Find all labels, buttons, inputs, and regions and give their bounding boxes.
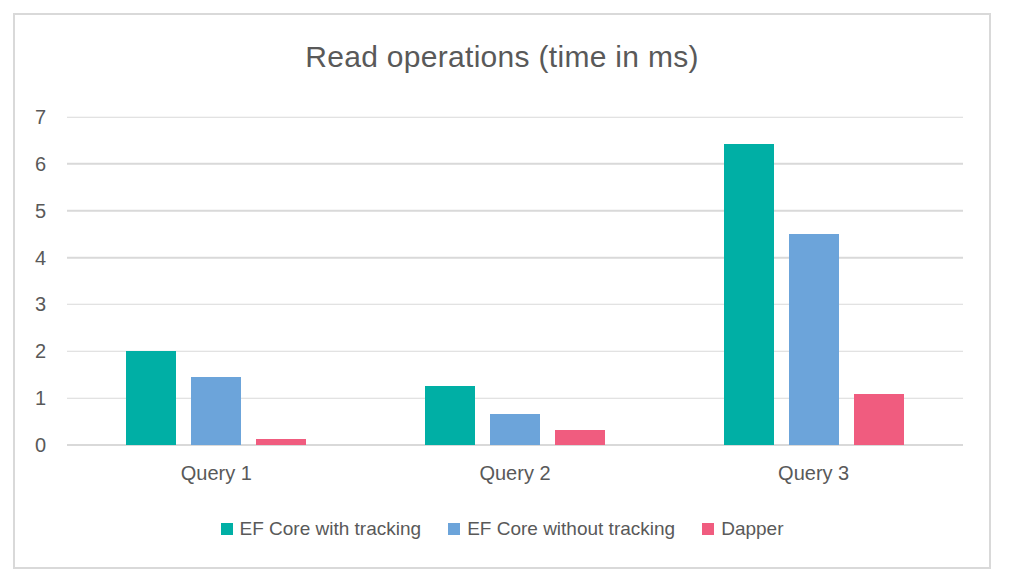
legend-item-label: EF Core without tracking [467, 518, 675, 540]
legend: EF Core with tracking EF Core without tra… [15, 518, 989, 540]
chart-frame: Read operations (time in ms) 01234567Que… [13, 13, 991, 569]
x-axis-category-label: Query 3 [778, 463, 849, 483]
gridline [67, 210, 963, 212]
legend-item-ef-core-with-tracking: EF Core with tracking [221, 518, 422, 540]
y-axis-tick-label: 3 [35, 294, 46, 314]
legend-color-swatch-icon [702, 523, 714, 535]
gridline [67, 163, 963, 165]
gridline [67, 116, 963, 118]
legend-item-label: EF Core with tracking [240, 518, 422, 540]
bar-dapper-query-2 [555, 430, 605, 445]
y-axis-tick-label: 7 [35, 107, 46, 127]
x-axis-category-label: Query 2 [479, 463, 550, 483]
y-axis-tick-label: 2 [35, 341, 46, 361]
bar-ef-core-with-tracking-query-3 [724, 144, 774, 445]
y-axis-tick-label: 0 [35, 435, 46, 455]
legend-item-ef-core-without-tracking: EF Core without tracking [448, 518, 675, 540]
bar-dapper-query-3 [854, 394, 904, 445]
legend-color-swatch-icon [221, 523, 233, 535]
bar-ef-core-without-tracking-query-3 [789, 234, 839, 445]
bar-dapper-query-1 [256, 439, 306, 445]
bar-ef-core-with-tracking-query-1 [126, 351, 176, 445]
y-axis-tick-label: 1 [35, 388, 46, 408]
bar-ef-core-without-tracking-query-1 [191, 377, 241, 445]
chart-title: Read operations (time in ms) [15, 40, 989, 74]
plot-area: 01234567Query 1Query 2Query 3 [67, 117, 963, 445]
y-axis-tick-label: 4 [35, 248, 46, 268]
bar-ef-core-with-tracking-query-2 [425, 386, 475, 446]
legend-item-dapper: Dapper [702, 518, 783, 540]
y-axis-tick-label: 6 [35, 154, 46, 174]
x-axis-category-label: Query 1 [181, 463, 252, 483]
y-axis-tick-label: 5 [35, 201, 46, 221]
legend-color-swatch-icon [448, 523, 460, 535]
legend-item-label: Dapper [721, 518, 783, 540]
bar-ef-core-without-tracking-query-2 [490, 414, 540, 445]
